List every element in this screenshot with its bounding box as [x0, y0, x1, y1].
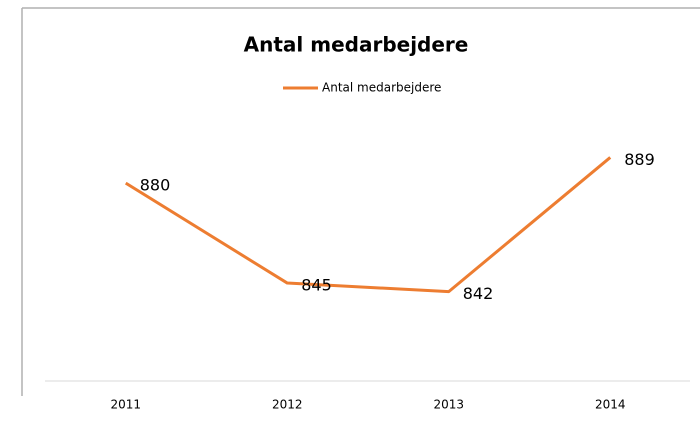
data-label: 889	[624, 150, 655, 169]
x-tick-label: 2011	[110, 398, 141, 412]
x-tick-label: 2013	[433, 398, 464, 412]
x-tick-label: 2014	[595, 398, 626, 412]
x-tick-label: 2012	[272, 398, 303, 412]
chart-title: Antal medarbejdere	[244, 33, 469, 57]
data-label: 880	[140, 176, 171, 195]
legend-label: Antal medarbejdere	[322, 81, 441, 95]
data-label: 842	[463, 284, 494, 303]
line-series	[124, 156, 612, 294]
data-label: 845	[301, 276, 332, 295]
